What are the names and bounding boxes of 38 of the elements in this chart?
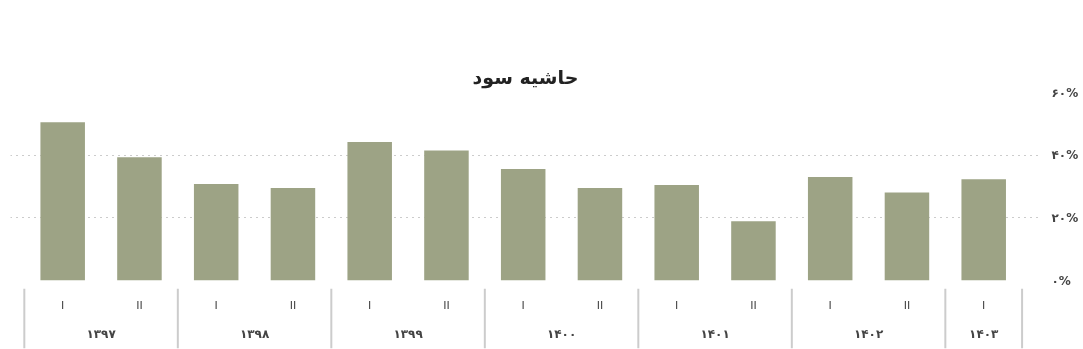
y-tick-label: ۰%: [1051, 273, 1071, 288]
x-tick-label: I: [675, 299, 679, 313]
bar: [884, 192, 930, 281]
text: ۱۴۰۲: [853, 327, 884, 342]
x-tick-label: II: [289, 299, 297, 313]
bar: [424, 150, 469, 281]
x-tick-label: II: [443, 299, 450, 313]
bar: [193, 183, 239, 281]
x-tick-label: II: [903, 299, 911, 313]
x-tick-label: I: [368, 299, 372, 313]
bar: [500, 168, 546, 281]
y-tick-label: ۶۰%: [1051, 85, 1079, 100]
x-tick-label: I: [828, 299, 832, 313]
text: ۱۴۰۳: [969, 327, 1000, 342]
x-tick-label: II: [136, 299, 143, 313]
x-tick-label: I: [214, 299, 218, 313]
bar: [577, 188, 623, 281]
bar: [654, 184, 699, 281]
x-tick-label: I: [982, 299, 986, 313]
x-tick-label: I: [61, 299, 65, 313]
text: ۱۴۰۱: [700, 327, 730, 342]
text: ۱۴۰۰: [546, 327, 577, 342]
x-tick-label: II: [596, 299, 604, 313]
bar: [117, 157, 162, 281]
text: ۱۳۹۷: [86, 327, 117, 342]
text: ۱۳۹۸: [239, 327, 270, 342]
bar: [961, 179, 1006, 281]
bar: [347, 142, 392, 281]
y-tick-label: ۲۰%: [1051, 210, 1079, 225]
text: ۱۳۹۹: [393, 327, 424, 342]
y-tick-label: ۴۰%: [1051, 148, 1079, 163]
bar: [807, 177, 853, 281]
chart-title: حاشیه سود: [472, 65, 579, 89]
bar: [270, 188, 316, 281]
x-tick-label: II: [750, 299, 757, 313]
x-tick-label: I: [521, 299, 525, 313]
bar: [40, 122, 85, 281]
bar: [731, 221, 776, 281]
